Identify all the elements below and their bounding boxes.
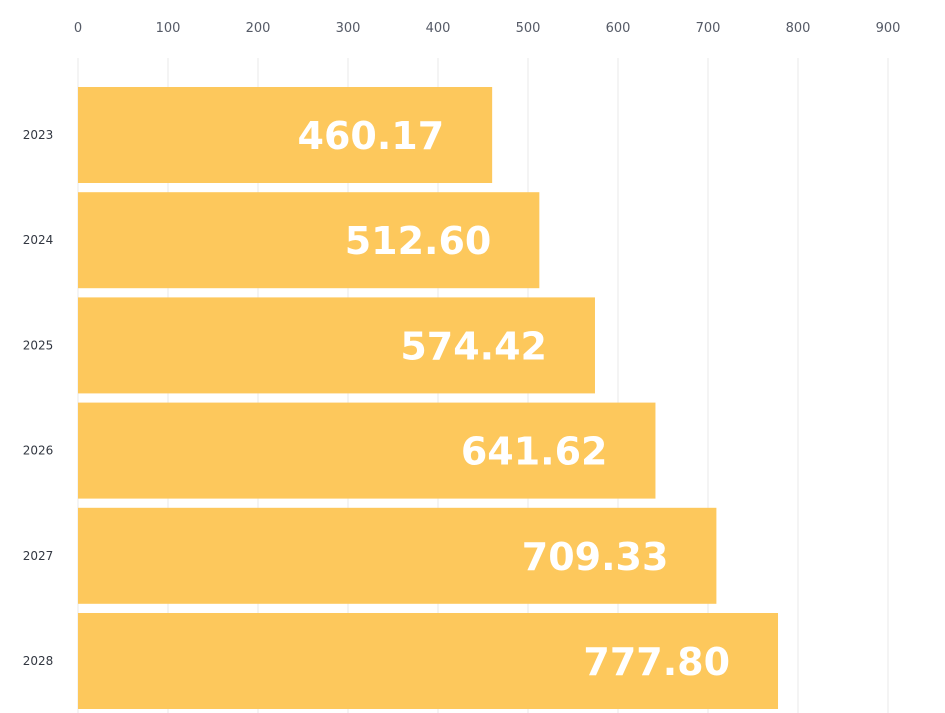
x-tick-label: 600	[606, 21, 631, 36]
bar-value-label: 512.60	[345, 219, 492, 263]
bars	[78, 87, 779, 709]
bar	[78, 613, 779, 709]
bar	[78, 192, 540, 289]
x-tick-label: 100	[156, 21, 181, 36]
bar-value-label: 777.80	[583, 640, 730, 684]
category-labels: 2023 2024 2025 2026 2027 2028	[23, 128, 54, 668]
x-tick-label: 300	[336, 21, 361, 36]
x-tick-label: 200	[246, 21, 271, 36]
bar	[78, 507, 717, 604]
x-tick-label: 500	[516, 21, 541, 36]
x-tick-label: 0	[74, 21, 82, 36]
x-tick-label: 700	[696, 21, 721, 36]
bar	[78, 297, 595, 394]
bar-value-label: 641.62	[461, 430, 608, 474]
y-category-label: 2026	[23, 444, 54, 458]
bar-value-label: 574.42	[400, 324, 547, 368]
bar	[78, 87, 493, 183]
bar-value-label: 460.17	[298, 114, 445, 158]
x-tick-label: 400	[426, 21, 451, 36]
data-labels: 460.17 512.60 574.42 641.62 709.33 777.80	[298, 114, 731, 684]
x-axis-ticks: 0 100 200 300 400 500 600 700 800 900	[74, 21, 901, 36]
y-category-label: 2027	[23, 549, 54, 563]
y-category-label: 2028	[23, 654, 54, 668]
bar-value-label: 709.33	[522, 535, 669, 579]
bar	[78, 402, 656, 499]
y-category-label: 2023	[23, 128, 54, 142]
x-tick-label: 900	[876, 21, 901, 36]
y-category-label: 2025	[23, 338, 54, 352]
x-tick-label: 800	[786, 21, 811, 36]
y-category-label: 2024	[23, 233, 54, 247]
